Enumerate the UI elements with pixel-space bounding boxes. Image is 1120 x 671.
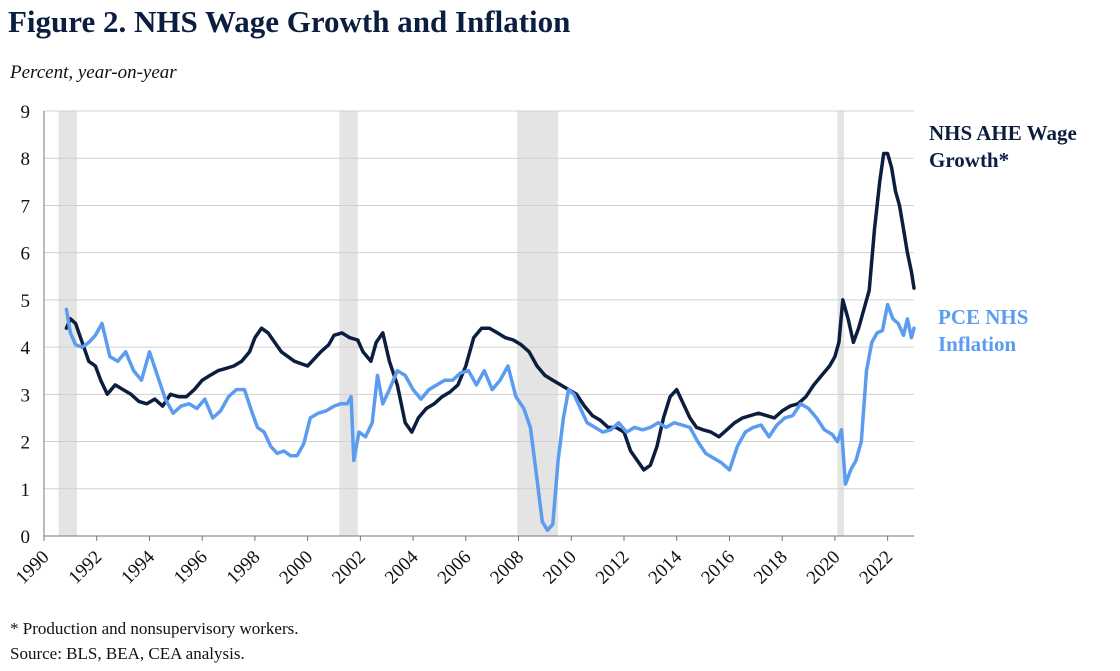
wage-growth-line [64, 151, 916, 472]
x-tick-label-2016: 2016 [697, 547, 739, 589]
pce-inflation-line [64, 302, 916, 533]
pce-label-line-1: PCE NHS [938, 305, 1029, 329]
x-tick-label-2014: 2014 [645, 546, 687, 588]
x-tick-label-1994: 1994 [117, 546, 159, 588]
x-tick-label-2022: 2022 [855, 547, 897, 589]
series-lines [64, 151, 916, 533]
y-tick-label-1: 1 [21, 480, 31, 501]
x-tick-label-1990: 1990 [12, 547, 54, 589]
x-tick-label-1992: 1992 [65, 547, 107, 589]
y-tick-label-7: 7 [21, 196, 31, 217]
y-tick-label-4: 4 [21, 338, 31, 359]
source-note: Source: BLS, BEA, CEA analysis. [10, 644, 245, 663]
x-tick-label-2002: 2002 [328, 547, 370, 589]
wage-label-line-2: Growth* [929, 148, 1010, 173]
x-tick-label-2020: 2020 [803, 547, 845, 589]
y-tick-label-9: 9 [21, 102, 31, 123]
chart-title: Figure 2. NHS Wage Growth and Inflation [8, 4, 571, 39]
y-axis-unit-label: Percent, year-on-year [10, 62, 177, 83]
recession-shading [58, 111, 845, 536]
pce-label-line-2: Inflation [938, 332, 1017, 357]
y-tick-label-8: 8 [21, 149, 31, 170]
y-tick-label-5: 5 [21, 291, 31, 312]
y-tick-label-0: 0 [21, 527, 31, 548]
recession-band-2 [517, 111, 559, 536]
x-tick-label-2010: 2010 [539, 547, 581, 589]
x-tick-label-2006: 2006 [434, 547, 476, 589]
x-tick-label-2012: 2012 [592, 547, 634, 589]
y-tick-label-2: 2 [21, 433, 31, 454]
x-tick-label-1998: 1998 [223, 547, 265, 589]
x-tick-label-2018: 2018 [750, 547, 792, 589]
pce-series-label: PCE NHS Inflation [938, 304, 1028, 359]
y-tick-label-6: 6 [21, 244, 31, 265]
x-tick-label-2004: 2004 [381, 546, 423, 588]
x-tick-label-2000: 2000 [275, 547, 317, 589]
recession-band-1 [339, 111, 358, 536]
axes [43, 111, 914, 541]
wage-label-line-1: NHS AHE Wage [929, 121, 1077, 145]
x-tick-label-2008: 2008 [486, 547, 528, 589]
x-tick-label-1996: 1996 [170, 547, 212, 589]
gridlines [44, 110, 914, 490]
wage-series-label: NHS AHE Wage Growth* [929, 120, 1077, 175]
footnote: * Production and nonsupervisory workers. [10, 619, 299, 638]
tick-labels: 0 1 2 3 4 5 6 7 8 9 1990 1992 1994 1996 1998 2000 2002 20… [12, 102, 897, 588]
y-tick-label-3: 3 [21, 385, 31, 406]
